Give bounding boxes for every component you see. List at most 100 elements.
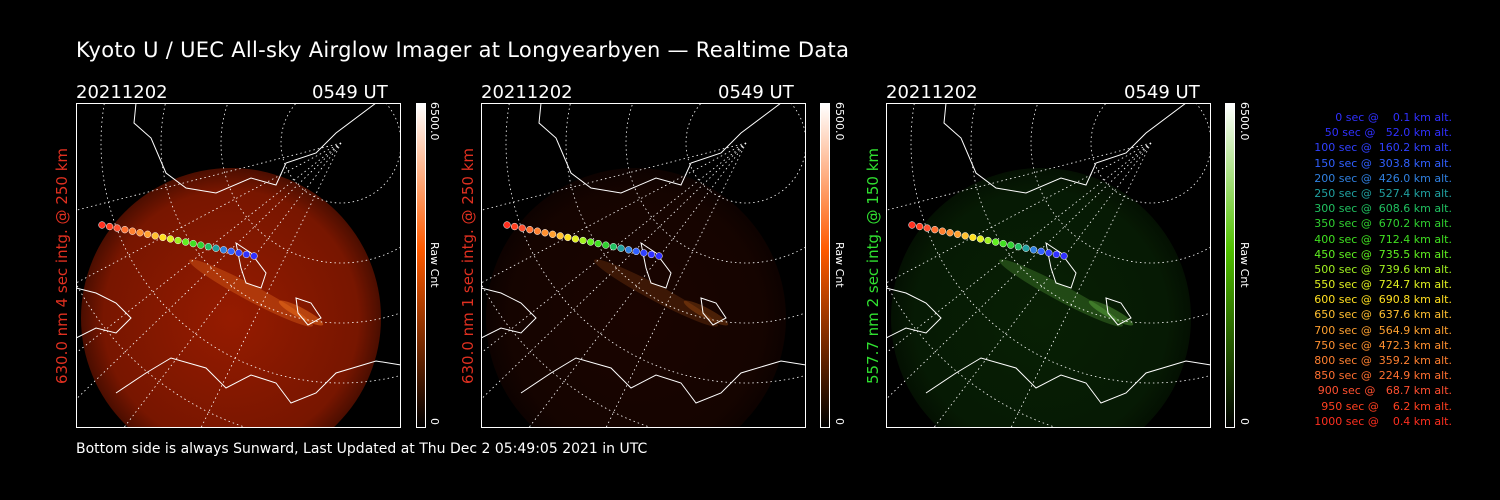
trajectory-point [617, 244, 625, 252]
trajectory-point [1052, 250, 1061, 259]
panel-2-time: 0549 UT [718, 82, 794, 103]
trajectory-point [113, 224, 121, 232]
trajectory-point [969, 233, 977, 242]
panel-2-ylabel: 630.0 nm 1 sec intg. @ 250 km [459, 147, 477, 385]
legend-row: 600 sec @ 690.8 km alt. [1314, 293, 1452, 307]
trajectory-point [235, 249, 243, 257]
panel-2-cbar-max: 6500.0 [833, 102, 846, 141]
panel-3-cbar-label: Raw Cnt [1238, 242, 1251, 288]
legend-row: 50 sec @ 52.0 km alt. [1324, 126, 1452, 140]
panel-2-cbar-label: Raw Cnt [833, 242, 846, 288]
trajectory-point [571, 235, 580, 243]
trajectory-point [609, 243, 618, 251]
trajectory-point [908, 221, 916, 229]
panel-3-date: 20211202 [886, 82, 978, 103]
trajectory-point [1045, 249, 1053, 257]
trajectory-point [655, 252, 663, 260]
legend-row: 400 sec @ 712.4 km alt. [1314, 232, 1452, 246]
legend-row: 150 sec @ 303.8 km alt. [1314, 156, 1452, 170]
panel-1-cbar-min: 0 [428, 418, 441, 425]
trajectory-point [128, 227, 137, 235]
legend-row: 850 sec @ 224.9 km alt. [1314, 369, 1452, 383]
panel-1-ylabel: 630.0 nm 4 sec intg. @ 250 km [53, 147, 71, 385]
trajectory-point [510, 222, 519, 231]
legend-row: 750 sec @ 472.3 km alt. [1314, 338, 1452, 352]
panel-1-date: 20211202 [76, 82, 168, 103]
panel-1-cbar-max: 6500.0 [428, 102, 441, 141]
legend-row: 250 sec @ 527.4 km alt. [1314, 186, 1452, 200]
trajectory-point [204, 243, 213, 251]
legend-row: 500 sec @ 739.6 km alt. [1314, 262, 1452, 276]
panel-1-image [76, 103, 401, 428]
trajectory-point [526, 226, 534, 234]
trajectory-point [143, 230, 152, 238]
trajectory-point [136, 229, 144, 237]
trajectory-point [1060, 252, 1068, 260]
footer-status: Bottom side is always Sunward, Last Upda… [76, 441, 648, 457]
trajectory-point [564, 233, 572, 242]
trajectory-point [219, 246, 228, 254]
trajectory-point [632, 247, 640, 256]
trajectory-point [105, 222, 114, 231]
panel-1-time: 0549 UT [312, 82, 388, 103]
panel-2-image [481, 103, 806, 428]
legend-row: 300 sec @ 608.6 km alt. [1314, 202, 1452, 216]
legend-row: 900 sec @ 68.7 km alt. [1317, 384, 1452, 398]
panel-3-time: 0549 UT [1124, 82, 1200, 103]
trajectory-point [640, 249, 648, 257]
panel-2-colorbar [820, 103, 830, 428]
trajectory-point [541, 229, 549, 237]
trajectory-point [579, 236, 587, 245]
panel-3-ylabel: 557.7 nm 2 sec intg. @ 150 km [864, 147, 882, 385]
trajectory-point [212, 244, 220, 252]
allsky-disk [486, 168, 786, 428]
trajectory-point [1037, 247, 1045, 256]
legend-row: 0 sec @ 0.1 km alt. [1335, 111, 1452, 124]
trajectory-point [159, 233, 167, 242]
trajectory-point [174, 236, 182, 245]
allsky-disk [81, 168, 381, 428]
legend-row: 200 sec @ 426.0 km alt. [1314, 171, 1452, 185]
panel-3-cbar-max: 6500.0 [1238, 102, 1251, 141]
trajectory-legend: 0 sec @ 0.1 km alt. 50 sec @ 52.0 km alt.… [1262, 110, 1452, 429]
trajectory-point [548, 230, 557, 238]
panel-1-cbar-label: Raw Cnt [428, 242, 441, 288]
trajectory-point [938, 227, 947, 235]
trajectory-point [915, 222, 924, 231]
trajectory-point [1007, 241, 1015, 249]
legend-row: 450 sec @ 735.5 km alt. [1314, 247, 1452, 261]
trajectory-point [953, 230, 962, 238]
trajectory-point [991, 238, 1000, 246]
panel-2-cbar-min: 0 [833, 418, 846, 425]
legend-row: 1000 sec @ 0.4 km alt. [1314, 414, 1452, 428]
legend-row: 100 sec @ 160.2 km alt. [1314, 141, 1452, 155]
trajectory-point [602, 241, 610, 249]
trajectory-point [166, 235, 175, 243]
trajectory-point [121, 226, 129, 234]
trajectory-point [976, 235, 985, 243]
panel-3-cbar-min: 0 [1238, 418, 1251, 425]
trajectory-point [923, 224, 931, 232]
trajectory-point [624, 246, 633, 254]
page-title: Kyoto U / UEC All-sky Airglow Imager at … [76, 38, 850, 62]
trajectory-point [984, 236, 992, 245]
trajectory-point [503, 221, 511, 229]
trajectory-point [250, 252, 258, 260]
panel-3-colorbar [1225, 103, 1235, 428]
trajectory-point [586, 238, 595, 246]
trajectory-point [1029, 246, 1038, 254]
trajectory-point [189, 239, 197, 248]
trajectory-point [1014, 243, 1023, 251]
trajectory-point [946, 229, 954, 237]
panel-2-date: 20211202 [481, 82, 573, 103]
trajectory-point [961, 232, 969, 240]
allsky-disk [891, 168, 1191, 428]
trajectory-point [98, 221, 106, 229]
panel-1-colorbar [416, 103, 426, 428]
trajectory-point [931, 226, 939, 234]
trajectory-point [242, 250, 251, 259]
trajectory-point [181, 238, 190, 246]
trajectory-point [518, 224, 526, 232]
trajectory-point [556, 232, 564, 240]
legend-row: 650 sec @ 637.6 km alt. [1314, 308, 1452, 322]
